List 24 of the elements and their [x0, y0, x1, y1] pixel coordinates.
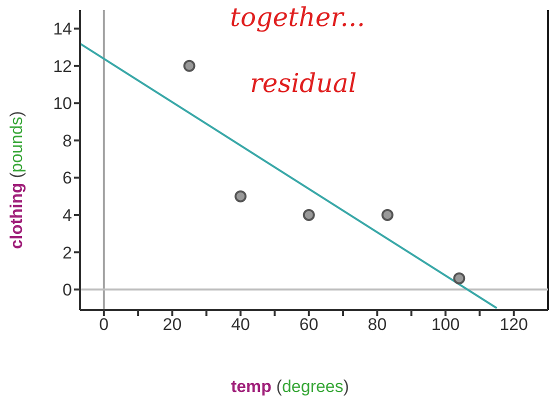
y-tick-label: 14 [53, 20, 72, 39]
x-tick-label: 120 [500, 315, 528, 334]
y-tick-label: 8 [62, 131, 72, 150]
x-tick-label: 60 [299, 315, 318, 334]
point [302, 208, 315, 221]
annotation: together... [230, 2, 366, 34]
x-tick-label: 0 [99, 315, 109, 334]
x-tick-label: 20 [162, 315, 182, 334]
y-tick-label: 4 [62, 206, 72, 226]
y-tick-label: 2 [62, 243, 72, 262]
y-axis-title: clothing (pounds) [7, 111, 26, 249]
x-axis-title: temp (degrees) [230, 377, 350, 396]
point [381, 208, 394, 221]
point [453, 272, 466, 284]
y-tick-label: 6 [62, 168, 72, 188]
x-tick-label: 80 [368, 315, 387, 334]
y-tick-label: 0 [62, 280, 72, 300]
annotation: residual [250, 68, 357, 100]
y-tick-label: 10 [53, 94, 72, 114]
point [234, 190, 247, 202]
point [183, 60, 196, 72]
x-tick-label: 40 [231, 315, 250, 334]
x-tick-label: 100 [431, 315, 460, 334]
y-tick-label: 12 [53, 56, 72, 76]
